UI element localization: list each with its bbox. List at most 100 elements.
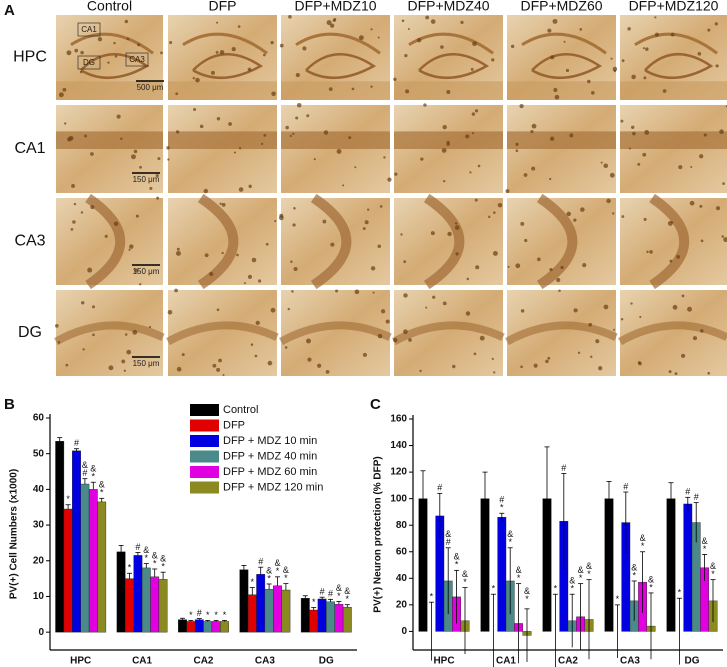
error-bar: [336, 601, 342, 605]
cell: [654, 32, 660, 37]
bar: [256, 574, 266, 633]
cell: [587, 79, 591, 84]
significance-mark: *: [312, 597, 316, 607]
cell: [654, 16, 657, 19]
cell: [71, 184, 75, 188]
cell: [403, 260, 407, 264]
error-bar: [640, 551, 646, 613]
significance-mark: &: [336, 583, 342, 593]
cell: [348, 136, 352, 140]
error-bar: [544, 446, 550, 551]
cell: [362, 227, 366, 230]
bar: [203, 621, 213, 633]
significance-mark: &: [445, 529, 451, 539]
cell: [107, 61, 110, 64]
cell: [595, 339, 600, 344]
significance-mark: &: [266, 565, 272, 575]
tissue-band: [305, 53, 377, 80]
cell: [124, 19, 129, 24]
cell: [471, 132, 475, 135]
significance-mark: *: [251, 577, 255, 587]
significance-mark: *: [500, 503, 504, 513]
bar: [158, 579, 168, 633]
cell: [520, 309, 525, 313]
cell: [128, 248, 131, 251]
x-tick-label: DG: [319, 656, 334, 667]
inset-label: CA3: [129, 55, 145, 64]
cell: [238, 187, 244, 192]
significance-mark: #: [320, 587, 325, 597]
significance-mark: *: [267, 573, 271, 583]
cell: [416, 37, 422, 43]
cell: [82, 348, 85, 351]
cell: [215, 50, 219, 54]
legend-label: Control: [223, 404, 258, 416]
error-bar: [74, 448, 79, 451]
error-bar: [606, 480, 612, 516]
error-bar: [283, 583, 289, 591]
cell: [74, 48, 79, 53]
bar: [141, 567, 151, 633]
tissue-band: [279, 321, 392, 346]
significance-mark: *: [455, 560, 459, 570]
error-bar: [188, 619, 194, 622]
y-tick-label: 140: [390, 440, 407, 451]
cell: [533, 363, 538, 368]
cell: [126, 37, 130, 41]
tissue-band: [168, 131, 277, 149]
cell: [700, 329, 704, 333]
cell: [425, 15, 430, 20]
cell: [306, 338, 311, 344]
x-tick-label: CA3: [255, 656, 275, 667]
significance-mark: &: [516, 565, 522, 575]
cell: [330, 242, 335, 247]
column-header: Control: [87, 0, 132, 14]
cell: [64, 122, 67, 125]
y-tick-label: 40: [33, 484, 45, 495]
significance-mark: *: [579, 573, 583, 583]
significance-mark: *: [678, 588, 682, 598]
y-tick-label: 60: [33, 413, 45, 424]
cell: [218, 358, 222, 363]
cell: [719, 129, 724, 135]
cell: [231, 47, 236, 52]
cell: [79, 70, 83, 74]
cell: [329, 23, 335, 28]
cell: [649, 250, 653, 254]
significance-mark: #: [446, 537, 451, 547]
scale-label: 150 μm: [133, 267, 160, 276]
cell: [432, 295, 436, 299]
cell: [203, 188, 209, 194]
significance-mark: *: [492, 584, 496, 594]
scale-label: 150 μm: [133, 175, 160, 184]
tissue-band: [507, 131, 616, 149]
significance-mark: *: [337, 591, 341, 601]
cell: [558, 289, 561, 293]
significance-mark: #: [437, 483, 442, 493]
legend-swatch: [190, 450, 219, 463]
cell: [692, 336, 698, 341]
cell: [176, 366, 182, 372]
cell: [510, 44, 515, 49]
cell: [549, 177, 552, 181]
error-bar: [90, 481, 96, 490]
error-bar: [311, 607, 317, 611]
error-bar: [328, 598, 333, 602]
significance-mark: &: [569, 576, 575, 586]
cell: [195, 77, 200, 83]
cell: [70, 227, 74, 231]
cell: [219, 50, 225, 55]
cell: [166, 146, 170, 150]
cell: [547, 28, 552, 33]
x-tick-label: DG: [685, 656, 700, 667]
cell: [317, 363, 322, 368]
cell: [515, 142, 519, 146]
error-bar: [676, 597, 682, 665]
cell: [631, 74, 636, 80]
cell: [278, 215, 284, 221]
cell: [91, 305, 95, 309]
y-tick-label: 40: [396, 573, 408, 584]
cell: [630, 302, 633, 305]
error-bar: [258, 566, 264, 575]
